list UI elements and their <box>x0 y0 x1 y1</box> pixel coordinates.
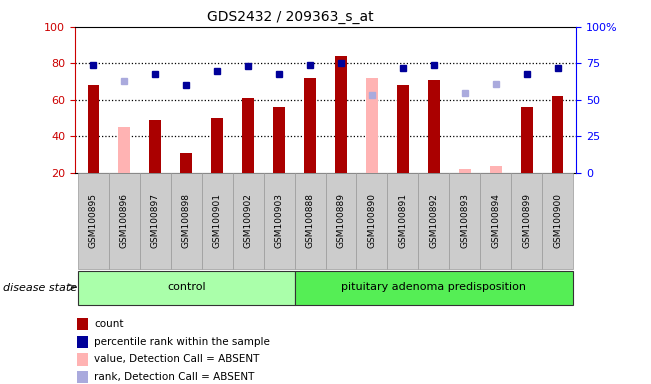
Bar <box>335 56 347 173</box>
Bar <box>78 173 109 269</box>
Text: GSM100890: GSM100890 <box>367 193 376 248</box>
Bar <box>326 173 357 269</box>
Bar <box>150 120 161 173</box>
Bar <box>77 371 89 383</box>
Bar <box>387 173 419 269</box>
Text: GSM100891: GSM100891 <box>398 193 408 248</box>
Text: GSM100900: GSM100900 <box>553 193 562 248</box>
Bar <box>77 336 89 348</box>
Bar <box>140 173 171 269</box>
Bar <box>449 173 480 269</box>
Text: GSM100895: GSM100895 <box>89 193 98 248</box>
Bar <box>428 80 439 173</box>
Bar <box>419 173 449 269</box>
Bar <box>273 107 285 173</box>
Bar <box>357 173 387 269</box>
Bar <box>490 166 501 173</box>
Text: GSM100894: GSM100894 <box>492 194 500 248</box>
Bar <box>242 98 254 173</box>
Text: value, Detection Call = ABSENT: value, Detection Call = ABSENT <box>94 354 259 364</box>
Text: disease state: disease state <box>3 283 77 293</box>
Bar <box>397 85 409 173</box>
Text: percentile rank within the sample: percentile rank within the sample <box>94 337 270 347</box>
Text: count: count <box>94 319 124 329</box>
Bar <box>109 173 140 269</box>
Bar <box>459 169 471 173</box>
Text: GSM100889: GSM100889 <box>337 193 346 248</box>
Text: GSM100898: GSM100898 <box>182 193 191 248</box>
Text: GSM100901: GSM100901 <box>213 193 222 248</box>
Text: control: control <box>167 282 206 292</box>
Bar <box>366 78 378 173</box>
FancyBboxPatch shape <box>78 271 294 305</box>
Text: GSM100892: GSM100892 <box>429 194 438 248</box>
Text: GSM100899: GSM100899 <box>522 193 531 248</box>
Bar <box>180 153 192 173</box>
Bar <box>77 353 89 366</box>
Bar <box>202 173 232 269</box>
Text: GSM100902: GSM100902 <box>243 194 253 248</box>
Bar <box>212 118 223 173</box>
Text: GSM100897: GSM100897 <box>151 193 159 248</box>
Bar <box>294 173 326 269</box>
Bar <box>521 107 533 173</box>
Bar <box>542 173 573 269</box>
Text: GSM100893: GSM100893 <box>460 193 469 248</box>
Bar <box>87 85 100 173</box>
Title: GDS2432 / 209363_s_at: GDS2432 / 209363_s_at <box>207 10 374 25</box>
Text: rank, Detection Call = ABSENT: rank, Detection Call = ABSENT <box>94 372 255 382</box>
Text: GSM100896: GSM100896 <box>120 193 129 248</box>
Bar <box>118 127 130 173</box>
Text: GSM100888: GSM100888 <box>305 193 314 248</box>
Bar <box>551 96 564 173</box>
Bar <box>304 78 316 173</box>
FancyBboxPatch shape <box>294 271 573 305</box>
Bar <box>264 173 294 269</box>
Text: GSM100903: GSM100903 <box>275 193 284 248</box>
Text: pituitary adenoma predisposition: pituitary adenoma predisposition <box>341 282 526 292</box>
Bar <box>171 173 202 269</box>
Bar <box>232 173 264 269</box>
Bar <box>480 173 511 269</box>
Bar <box>77 318 89 330</box>
Bar <box>511 173 542 269</box>
